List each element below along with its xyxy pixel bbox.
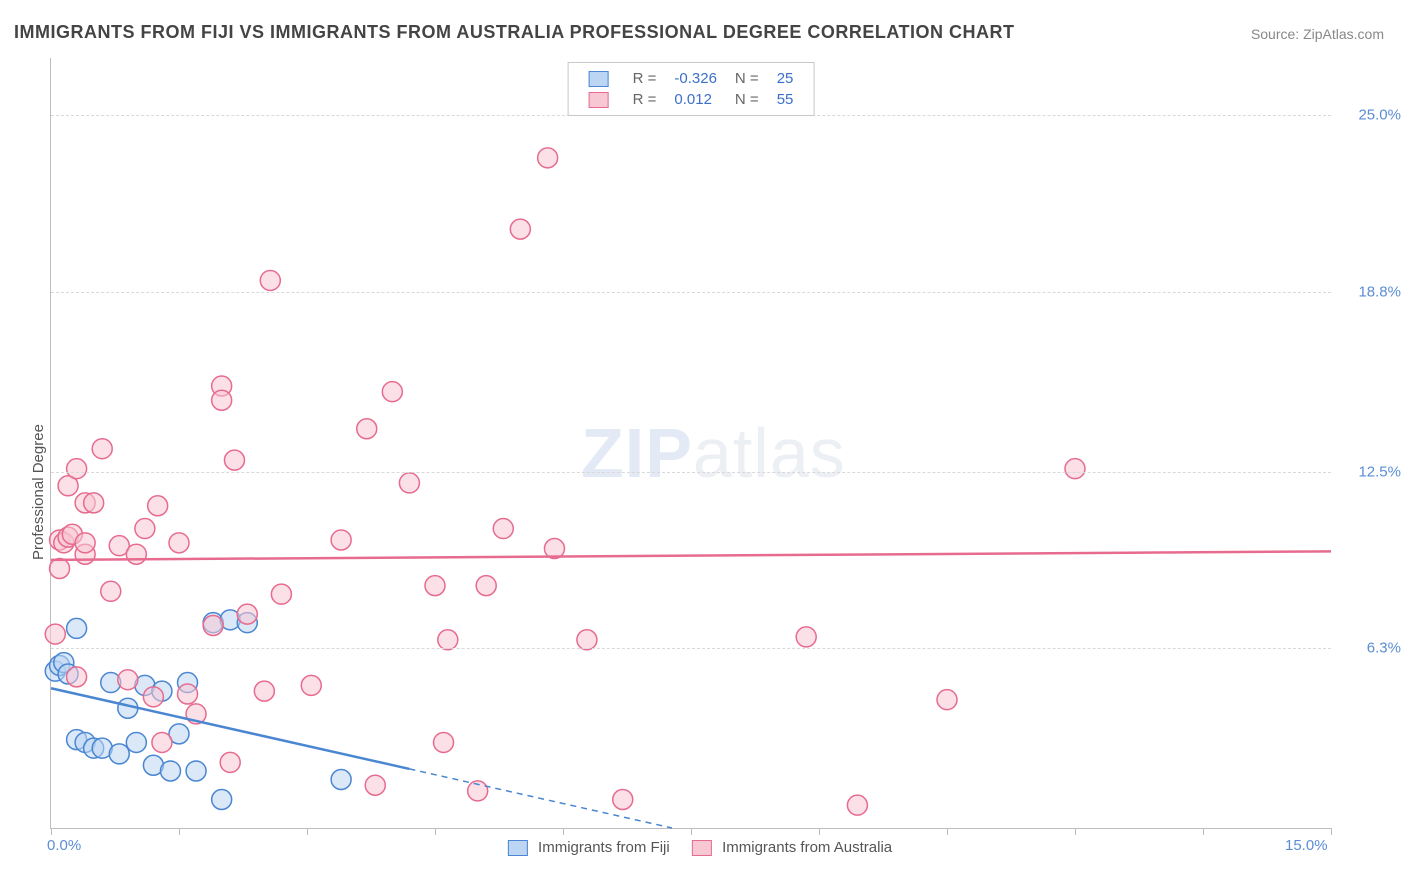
swatch-australia-bottom [692,840,712,856]
data-point-australia [118,670,138,690]
data-point-fiji [186,761,206,781]
legend-n-fiji: 25 [769,69,802,88]
data-point-australia [67,667,87,687]
x-tick [691,828,692,835]
legend-r-australia: 0.012 [666,90,725,109]
data-point-fiji [160,761,180,781]
data-point-australia [365,775,385,795]
trend-line-australia [51,551,1331,560]
data-point-australia [50,558,70,578]
legend-label-fiji: Immigrants from Fiji [538,839,670,856]
data-point-australia [1065,459,1085,479]
swatch-fiji-bottom [508,840,528,856]
data-point-australia [169,533,189,553]
legend-stats: R = -0.326 N = 25 R = 0.012 N = 55 [568,62,815,116]
x-tick [307,828,308,835]
legend-label-australia: Immigrants from Australia [722,839,892,856]
data-point-australia [237,604,257,624]
data-point-australia [438,630,458,650]
data-point-australia [493,519,513,539]
data-point-australia [67,459,87,479]
data-point-australia [143,687,163,707]
data-point-fiji [109,744,129,764]
data-point-fiji [331,770,351,790]
data-point-australia [178,684,198,704]
legend-r-label: R = [625,90,665,109]
x-tick [51,828,52,835]
data-point-fiji [67,618,87,638]
swatch-fiji [589,71,609,87]
data-point-australia [538,148,558,168]
data-point-fiji [126,732,146,752]
x-tick [435,828,436,835]
scatter-svg [51,58,1331,828]
data-point-australia [126,544,146,564]
x-tick [179,828,180,835]
data-point-australia [434,732,454,752]
data-point-australia [84,493,104,513]
data-point-australia [577,630,597,650]
data-point-australia [45,624,65,644]
data-point-australia [224,450,244,470]
data-point-australia [212,390,232,410]
data-point-fiji [212,789,232,809]
data-point-australia [301,675,321,695]
data-point-australia [331,530,351,550]
data-point-australia [152,732,172,752]
gridline [51,292,1331,293]
data-point-australia [613,789,633,809]
y-tick-label: 6.3% [1341,640,1401,657]
data-point-australia [92,439,112,459]
source-label: Source: ZipAtlas.com [1251,26,1384,42]
gridline [51,472,1331,473]
data-point-australia [357,419,377,439]
x-tick-label: 15.0% [1285,837,1328,854]
data-point-australia [425,576,445,596]
gridline [51,648,1331,649]
plot-area: ZIPatlas R = -0.326 N = 25 R = 0.012 N =… [50,58,1331,829]
legend-n-australia: 55 [769,90,802,109]
data-point-australia [260,270,280,290]
data-point-australia [148,496,168,516]
data-point-australia [382,382,402,402]
chart-title: IMMIGRANTS FROM FIJI VS IMMIGRANTS FROM … [14,22,1015,43]
x-tick-label: 0.0% [47,837,81,854]
legend-row-fiji: R = -0.326 N = 25 [581,69,802,88]
data-point-australia [220,752,240,772]
data-point-australia [796,627,816,647]
x-tick [947,828,948,835]
y-tick-label: 25.0% [1341,107,1401,124]
data-point-australia [135,519,155,539]
x-tick [819,828,820,835]
legend-r-fiji: -0.326 [666,69,725,88]
data-point-australia [476,576,496,596]
data-point-australia [203,616,223,636]
legend-row-australia: R = 0.012 N = 55 [581,90,802,109]
data-point-australia [399,473,419,493]
x-tick [1203,828,1204,835]
data-point-australia [101,581,121,601]
legend-n-label: N = [727,90,767,109]
legend-n-label: N = [727,69,767,88]
data-point-australia [510,219,530,239]
x-tick [1075,828,1076,835]
data-point-australia [254,681,274,701]
swatch-australia [589,92,609,108]
data-point-australia [847,795,867,815]
y-tick-label: 18.8% [1341,283,1401,300]
data-point-australia [75,533,95,553]
legend-series: Immigrants from Fiji Immigrants from Aus… [490,839,892,856]
data-point-australia [937,690,957,710]
y-tick-label: 12.5% [1341,463,1401,480]
y-axis-label: Professional Degree [30,424,47,560]
x-tick [563,828,564,835]
legend-r-label: R = [625,69,665,88]
x-tick [1331,828,1332,835]
data-point-australia [271,584,291,604]
